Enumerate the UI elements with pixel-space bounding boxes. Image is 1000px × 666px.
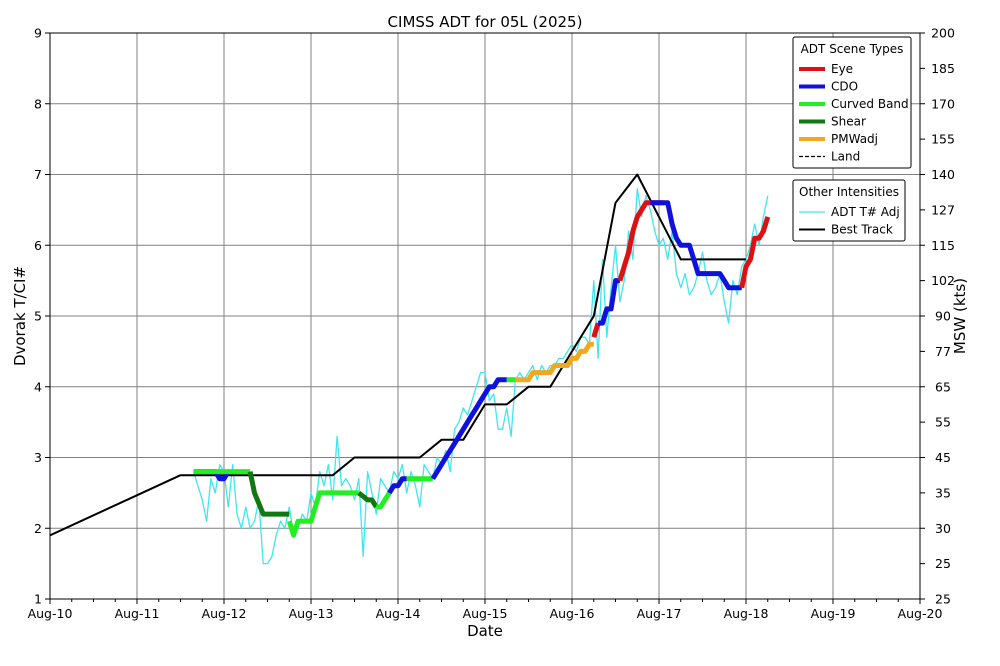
legend-shear-label: Shear <box>831 115 866 129</box>
y-tick-label: 7 <box>34 167 42 182</box>
x-tick-label: Aug-15 <box>463 606 508 621</box>
scene-segment-eye <box>591 322 601 338</box>
scene-segment-eye <box>739 216 771 289</box>
plot-series <box>50 173 771 565</box>
y-tick-label: 8 <box>34 96 42 111</box>
legend-pmwadj-label: PMWadj <box>831 132 878 146</box>
scene-segment-cdo <box>430 377 507 481</box>
scene-segment-shear <box>247 471 290 517</box>
y-tick-label: 3 <box>34 450 42 465</box>
x-tick-label: Aug-17 <box>637 606 682 621</box>
scene-segment-pmwadj <box>515 341 594 383</box>
y-tick-label: 5 <box>34 309 42 324</box>
x-tick-label: Aug-16 <box>550 606 595 621</box>
y2-tick-label: 170 <box>931 96 955 111</box>
axes: Aug-10 Aug-11 Aug-12 Aug-13 Aug-14 Aug-15 Aug-… <box>28 26 955 622</box>
x-tick-label: Aug-11 <box>115 606 160 621</box>
x-tick-label: Aug-12 <box>202 606 247 621</box>
legend-curved-band-label: Curved Band <box>831 97 909 111</box>
y-tick-label: 1 <box>34 592 42 607</box>
y-tick-label: 2 <box>34 521 42 536</box>
y2-tick-label: 140 <box>931 167 955 182</box>
y2-tick-label: 25 <box>935 592 951 607</box>
y2-tick-label: 185 <box>931 61 955 76</box>
legend-best-track-label: Best Track <box>831 223 893 237</box>
x-tick-label: Aug-10 <box>28 606 73 621</box>
chart-title: CIMSS ADT for 05L (2025) <box>388 13 583 31</box>
y2-tick-label: 127 <box>931 202 955 217</box>
y2-tick-label: 90 <box>935 309 951 324</box>
y2-tick-label: 200 <box>931 26 955 41</box>
legend-title: Other Intensities <box>799 185 899 199</box>
x-tick-label: Aug-20 <box>898 606 943 621</box>
y2-tick-label: 77 <box>935 344 951 359</box>
y2-tick-label: 155 <box>931 132 955 147</box>
y2-tick-label: 25 <box>935 556 951 571</box>
scene-segment-curved-band <box>376 491 392 510</box>
legend-adt-t-adj-label: ADT T# Adj <box>831 205 900 219</box>
y-tick-label: 6 <box>34 238 42 253</box>
y2-tick-label: 65 <box>935 379 951 394</box>
legend-land-label: Land <box>831 150 860 164</box>
x-tick-label: Aug-13 <box>289 606 334 621</box>
x-tick-label: Aug-19 <box>811 606 856 621</box>
x-axis-title: Date <box>467 622 503 640</box>
scene-segment-cdo <box>598 278 620 326</box>
y2-tick-label: 102 <box>931 273 955 288</box>
legend-scene-types: ADT Scene Types Eye CDO Curved Band Shear PMW… <box>792 36 912 169</box>
y2-tick-label: 35 <box>935 485 951 500</box>
y2-axis-title: MSW (kts) <box>951 278 969 354</box>
y2-tick-label: 30 <box>935 521 951 536</box>
x-tick-label: Aug-14 <box>376 606 421 621</box>
scene-segment-curved-band <box>286 490 325 538</box>
y2-tick-label: 45 <box>935 450 951 465</box>
y2-tick-label: 55 <box>935 415 951 430</box>
scene-segment-cdo <box>650 200 742 291</box>
y-axis-title: Dvorak T/CI# <box>11 266 29 366</box>
legend-cdo-label: CDO <box>831 80 858 94</box>
series-best-track <box>50 173 746 537</box>
y-tick-label: 4 <box>34 379 42 394</box>
x-tick-label: Aug-18 <box>724 606 769 621</box>
y2-tick-label: 115 <box>931 238 955 253</box>
y-tick-label: 9 <box>34 26 42 41</box>
legend-eye-label: Eye <box>831 62 853 76</box>
scene-segment-cdo <box>387 476 407 495</box>
legend-other-intensities: Other Intensities ADT T# Adj Best Track <box>792 179 906 242</box>
legend-box <box>792 179 906 242</box>
scene-segment-shear <box>357 490 379 509</box>
legend-title: ADT Scene Types <box>801 42 904 56</box>
